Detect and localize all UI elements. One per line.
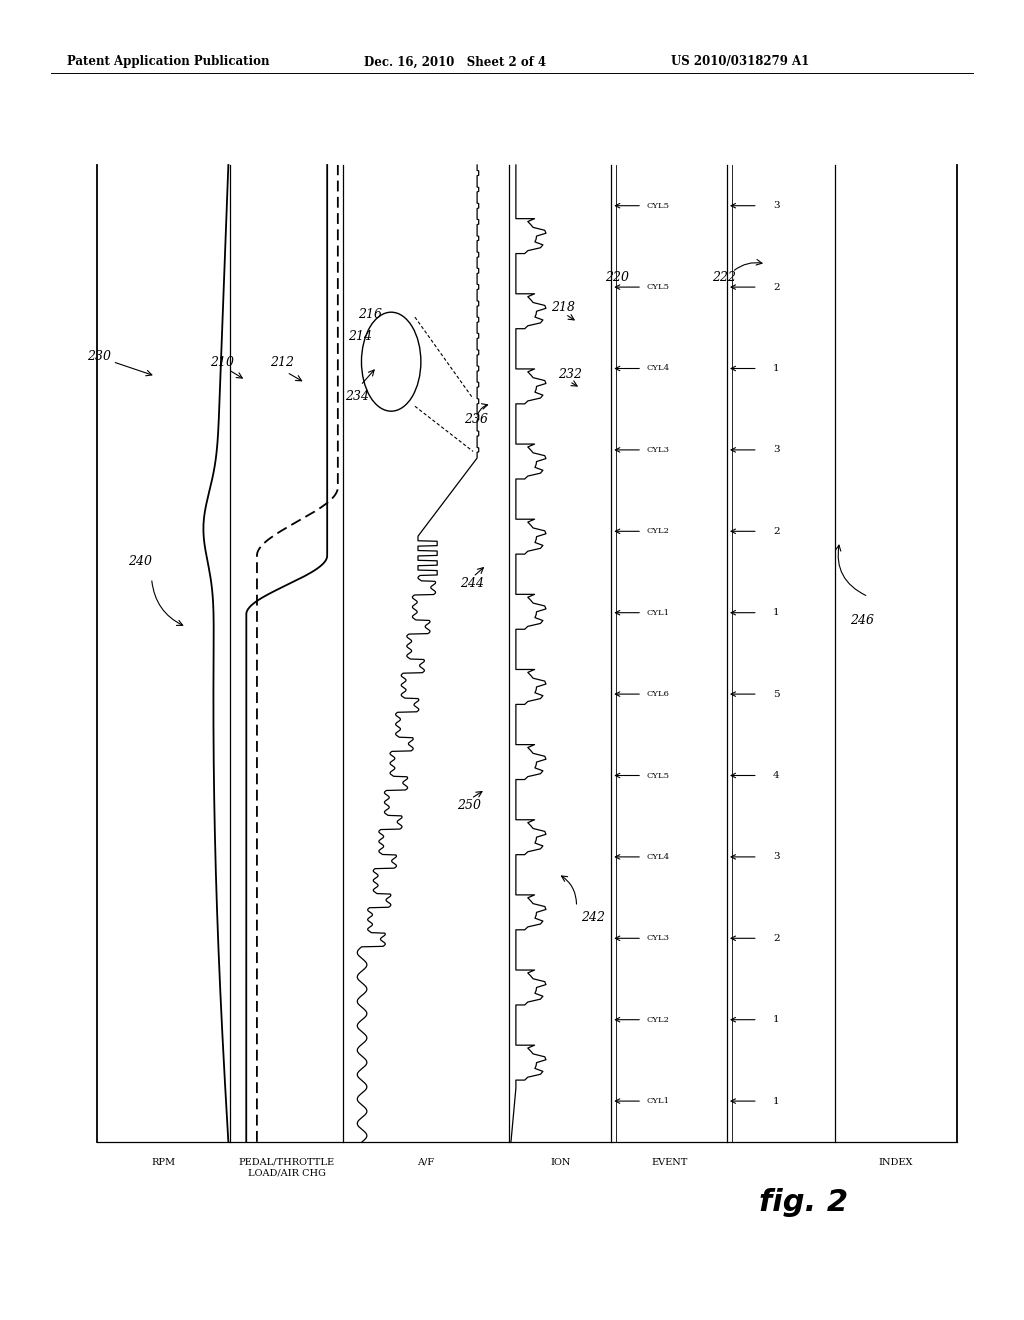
Text: US 2010/0318279 A1: US 2010/0318279 A1 — [671, 55, 809, 69]
Text: CYL4: CYL4 — [646, 853, 670, 861]
Text: 246: 246 — [850, 614, 873, 627]
Text: 1: 1 — [773, 1097, 779, 1106]
Text: 3: 3 — [773, 201, 779, 210]
Text: CYL5: CYL5 — [646, 282, 669, 292]
Text: 210: 210 — [210, 356, 233, 370]
Text: ION: ION — [550, 1158, 570, 1167]
Text: 234: 234 — [345, 389, 369, 403]
Text: CYL3: CYL3 — [646, 446, 669, 454]
Text: 242: 242 — [581, 911, 604, 924]
Text: 3: 3 — [773, 853, 779, 862]
Text: Patent Application Publication: Patent Application Publication — [67, 55, 269, 69]
Text: CYL5: CYL5 — [646, 771, 669, 780]
Text: 222: 222 — [712, 271, 735, 284]
Text: CYL3: CYL3 — [646, 935, 669, 942]
Text: CYL1: CYL1 — [646, 609, 669, 616]
Text: CYL2: CYL2 — [646, 1015, 669, 1024]
Text: RPM: RPM — [152, 1158, 176, 1167]
Text: 4: 4 — [773, 771, 779, 780]
Text: CYL1: CYL1 — [646, 1097, 669, 1105]
Text: 2: 2 — [773, 933, 779, 942]
Text: 216: 216 — [358, 308, 382, 321]
Text: CYL2: CYL2 — [646, 527, 669, 536]
Text: 230: 230 — [87, 350, 111, 363]
Text: 218: 218 — [551, 301, 574, 314]
Text: 236: 236 — [464, 413, 487, 426]
Text: 2: 2 — [773, 282, 779, 292]
Text: 1: 1 — [773, 1015, 779, 1024]
Text: 250: 250 — [457, 799, 480, 812]
Text: A/F: A/F — [418, 1158, 434, 1167]
Text: 3: 3 — [773, 445, 779, 454]
Text: EVENT: EVENT — [651, 1158, 687, 1167]
Text: 5: 5 — [773, 689, 779, 698]
Text: 1: 1 — [773, 609, 779, 618]
Text: 240: 240 — [128, 554, 152, 568]
Text: 220: 220 — [605, 271, 629, 284]
Text: 1: 1 — [773, 364, 779, 374]
Text: CYL6: CYL6 — [646, 690, 669, 698]
Text: CYL4: CYL4 — [646, 364, 670, 372]
Text: 244: 244 — [460, 577, 483, 590]
Text: Dec. 16, 2010   Sheet 2 of 4: Dec. 16, 2010 Sheet 2 of 4 — [364, 55, 546, 69]
Text: 2: 2 — [773, 527, 779, 536]
Text: CYL5: CYL5 — [646, 202, 669, 210]
Text: 232: 232 — [558, 368, 582, 381]
Text: 212: 212 — [270, 356, 294, 370]
Text: PEDAL/THROTTLE
LOAD/AIR CHG: PEDAL/THROTTLE LOAD/AIR CHG — [239, 1158, 335, 1177]
Text: fig. 2: fig. 2 — [759, 1188, 849, 1217]
Text: 214: 214 — [348, 330, 372, 343]
Text: INDEX: INDEX — [879, 1158, 913, 1167]
